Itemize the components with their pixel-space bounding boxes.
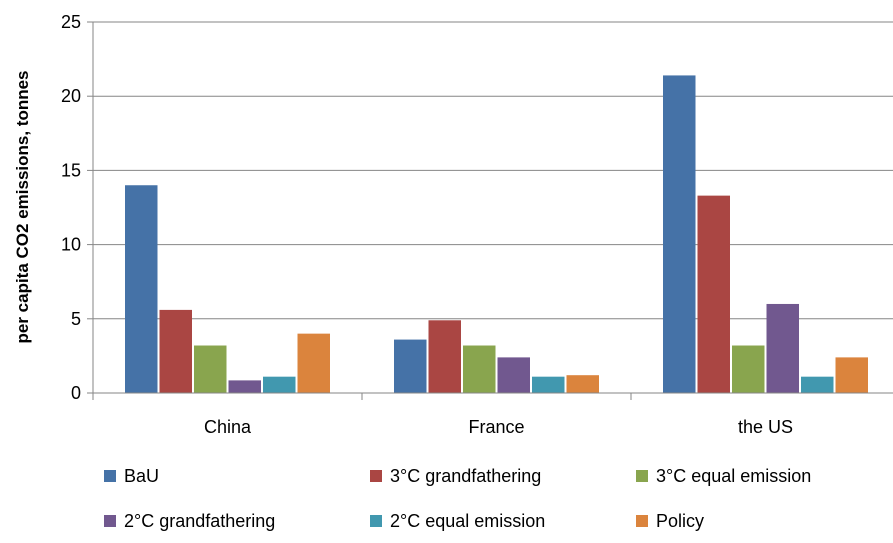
bar-2-3	[766, 303, 799, 393]
legend-label: 3°C equal emission	[656, 466, 811, 486]
category-label: China	[204, 417, 252, 437]
legend-label: 2°C grandfathering	[124, 511, 275, 531]
y-tick-labels: 0 5 10 15 20 25	[61, 12, 81, 403]
bar-2-0	[663, 75, 696, 393]
legend-swatch	[636, 515, 648, 527]
bar-1-3	[497, 357, 530, 393]
bar-0-2	[194, 345, 227, 393]
legend-swatch	[104, 470, 116, 482]
bar-0-5	[297, 333, 330, 393]
legend-label: 3°C grandfathering	[390, 466, 541, 486]
bars	[125, 75, 868, 393]
y-tick-label: 5	[71, 309, 81, 329]
category-label: France	[468, 417, 524, 437]
category-labels: China France the US	[204, 417, 793, 437]
y-axis-title: per capita CO2 emissions, tonnes	[13, 70, 32, 343]
bar-1-0	[394, 339, 427, 393]
bar-2-5	[835, 357, 868, 393]
legend-swatch	[636, 470, 648, 482]
bar-2-4	[801, 376, 834, 393]
y-tick-label: 25	[61, 12, 81, 32]
y-tick-label: 10	[61, 235, 81, 255]
legend-label: 2°C equal emission	[390, 511, 545, 531]
bar-2-1	[697, 195, 730, 393]
bar-0-1	[159, 309, 192, 393]
legend-swatch	[370, 515, 382, 527]
bar-1-1	[428, 320, 461, 393]
y-tick-label: 20	[61, 86, 81, 106]
bar-1-5	[566, 375, 599, 393]
gridlines	[93, 21, 893, 320]
legend-swatch	[104, 515, 116, 527]
bar-0-0	[125, 185, 158, 393]
legend-label: Policy	[656, 511, 704, 531]
legend-swatch	[370, 470, 382, 482]
bar-1-4	[532, 376, 565, 393]
bar-1-2	[463, 345, 496, 393]
bar-2-2	[732, 345, 765, 393]
axes	[87, 21, 893, 400]
category-label: the US	[738, 417, 793, 437]
bar-0-4	[263, 376, 296, 393]
bar-0-3	[228, 380, 261, 393]
y-tick-label: 0	[71, 383, 81, 403]
legend-label: BaU	[124, 466, 159, 486]
legend: BaU 3°C grandfathering 3°C equal emission 2…	[104, 466, 811, 531]
y-tick-label: 15	[61, 160, 81, 180]
